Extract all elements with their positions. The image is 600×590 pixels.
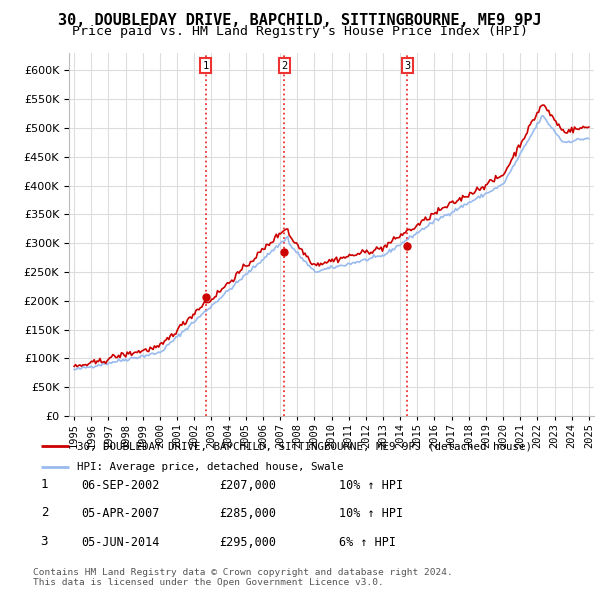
Text: 6% ↑ HPI: 6% ↑ HPI [339,536,396,549]
Text: Price paid vs. HM Land Registry's House Price Index (HPI): Price paid vs. HM Land Registry's House … [72,25,528,38]
Text: 30, DOUBLEDAY DRIVE, BAPCHILD, SITTINGBOURNE, ME9 9PJ: 30, DOUBLEDAY DRIVE, BAPCHILD, SITTINGBO… [58,13,542,28]
Point [201,292,211,301]
Text: £207,000: £207,000 [219,479,276,492]
Text: 06-SEP-2002: 06-SEP-2002 [81,479,160,492]
Text: 1: 1 [203,61,209,71]
Text: 05-JUN-2014: 05-JUN-2014 [81,536,160,549]
Text: 10% ↑ HPI: 10% ↑ HPI [339,507,403,520]
Text: 30, DOUBLEDAY DRIVE, BAPCHILD, SITTINGBOURNE, ME9 9PJ (detached house): 30, DOUBLEDAY DRIVE, BAPCHILD, SITTINGBO… [77,441,532,451]
Text: 2: 2 [281,61,287,71]
Point [403,241,412,251]
Text: HPI: Average price, detached house, Swale: HPI: Average price, detached house, Swal… [77,462,343,472]
Text: 1: 1 [41,478,48,491]
Text: 10% ↑ HPI: 10% ↑ HPI [339,479,403,492]
Point [280,247,289,257]
Text: 3: 3 [404,61,410,71]
Text: 05-APR-2007: 05-APR-2007 [81,507,160,520]
Text: Contains HM Land Registry data © Crown copyright and database right 2024.
This d: Contains HM Land Registry data © Crown c… [33,568,453,587]
Text: 2: 2 [41,506,48,519]
Text: £295,000: £295,000 [219,536,276,549]
Text: 3: 3 [41,535,48,548]
Text: £285,000: £285,000 [219,507,276,520]
